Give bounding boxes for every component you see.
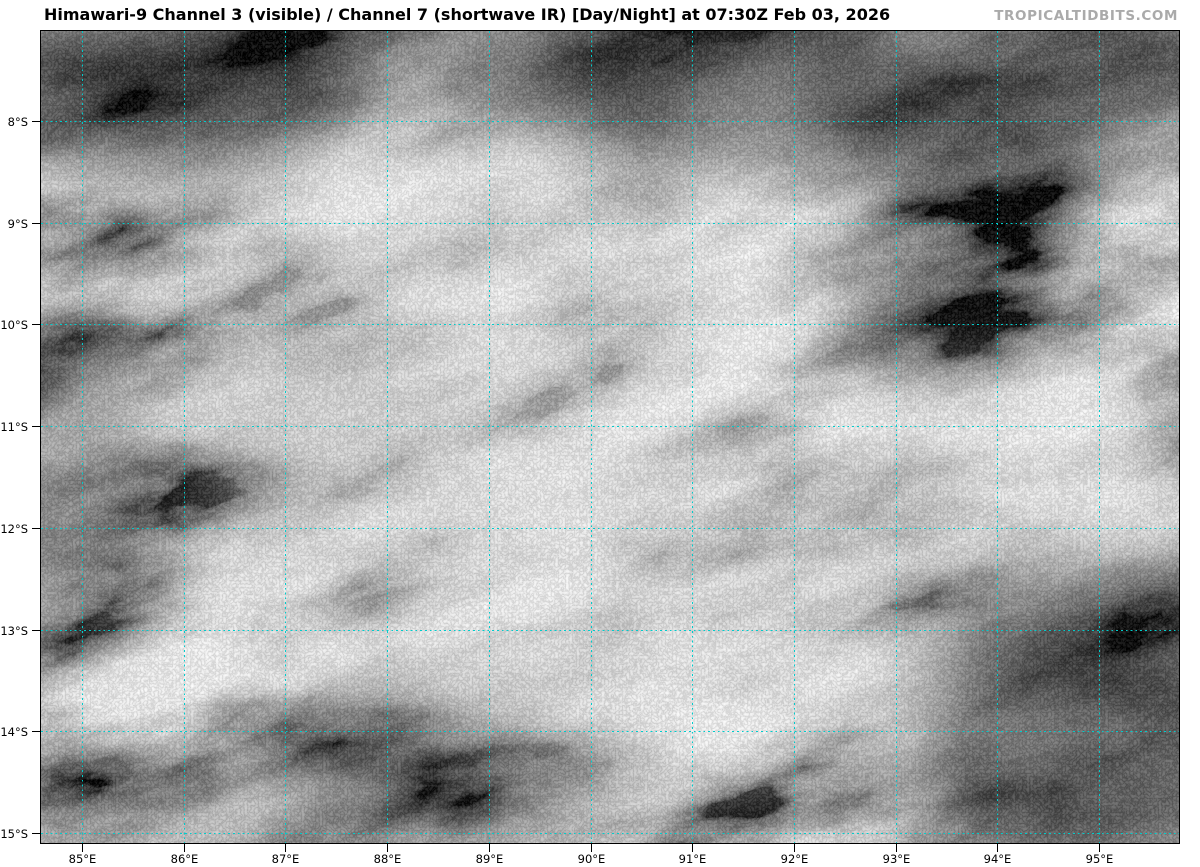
lon-tick-93e <box>896 844 897 852</box>
lon-tick-89e <box>489 844 490 852</box>
gridline-lat-11s <box>41 426 1179 427</box>
gridline-lon-94e <box>997 31 998 843</box>
tropicaltidbits-watermark: TROPICALTIDBITS.COM <box>994 8 1178 24</box>
gridline-lon-88e <box>387 31 388 843</box>
lon-label-87e: 87°E <box>271 852 300 866</box>
gridline-lon-85e <box>82 31 83 843</box>
lon-label-92e: 92°E <box>780 852 809 866</box>
gridline-lon-91e <box>692 31 693 843</box>
gridline-lon-89e <box>489 31 490 843</box>
gridline-lat-15s <box>41 833 1179 834</box>
satellite-cloud-image <box>41 31 1179 843</box>
lon-tick-86e <box>184 844 185 852</box>
lon-label-90e: 90°E <box>577 852 606 866</box>
gridline-lat-12s <box>41 528 1179 529</box>
lon-label-93e: 93°E <box>882 852 911 866</box>
lat-label-12s: 12°S <box>0 521 28 536</box>
lat-label-9s: 9°S <box>7 216 28 231</box>
lat-label-14s: 14°S <box>0 724 28 739</box>
lat-tick-12s <box>32 528 40 529</box>
gridline-lat-14s <box>41 731 1179 732</box>
lat-tick-15s <box>32 833 40 834</box>
latlon-grid: 8°S 9°S 10°S 11°S 12°S 13°S 14°S 15°S 85°E 86°E 87… <box>0 31 1179 866</box>
lon-label-95e: 95°E <box>1085 852 1114 866</box>
lat-tick-13s <box>32 630 40 631</box>
lon-tick-90e <box>591 844 592 852</box>
gridline-lat-10s <box>41 324 1179 325</box>
lon-label-88e: 88°E <box>373 852 402 866</box>
lon-tick-88e <box>387 844 388 852</box>
lat-label-15s: 15°S <box>0 826 28 841</box>
lon-tick-85e <box>82 844 83 852</box>
lat-tick-14s <box>32 731 40 732</box>
gridline-lon-93e <box>896 31 897 843</box>
satellite-map-frame: 8°S 9°S 10°S 11°S 12°S 13°S 14°S 15°S 85°E 86°E 87… <box>0 30 1180 866</box>
lat-tick-8s <box>32 121 40 122</box>
gridline-lat-9s <box>41 223 1179 224</box>
gridline-lon-90e <box>591 31 592 843</box>
lon-tick-87e <box>285 844 286 852</box>
gridline-lon-95e <box>1099 31 1100 843</box>
lon-label-85e: 85°E <box>68 852 97 866</box>
lon-tick-95e <box>1099 844 1100 852</box>
lat-label-11s: 11°S <box>0 419 28 434</box>
gridline-lat-8s <box>41 121 1179 122</box>
lon-tick-92e <box>794 844 795 852</box>
lon-tick-91e <box>692 844 693 852</box>
lat-label-8s: 8°S <box>7 114 28 129</box>
lat-label-13s: 13°S <box>0 623 28 638</box>
gridline-lat-13s <box>41 630 1179 631</box>
lat-tick-10s <box>32 324 40 325</box>
lon-label-91e: 91°E <box>678 852 707 866</box>
gridline-lon-87e <box>285 31 286 843</box>
lon-tick-94e <box>997 844 998 852</box>
lat-tick-11s <box>32 426 40 427</box>
lon-label-89e: 89°E <box>475 852 504 866</box>
gridline-lon-86e <box>184 31 185 843</box>
gridline-lon-92e <box>794 31 795 843</box>
page-title: Himawari-9 Channel 3 (visible) / Channel… <box>44 5 891 24</box>
lat-tick-9s <box>32 223 40 224</box>
lon-label-86e: 86°E <box>170 852 199 866</box>
lat-label-10s: 10°S <box>0 317 28 332</box>
lon-label-94e: 94°E <box>983 852 1012 866</box>
